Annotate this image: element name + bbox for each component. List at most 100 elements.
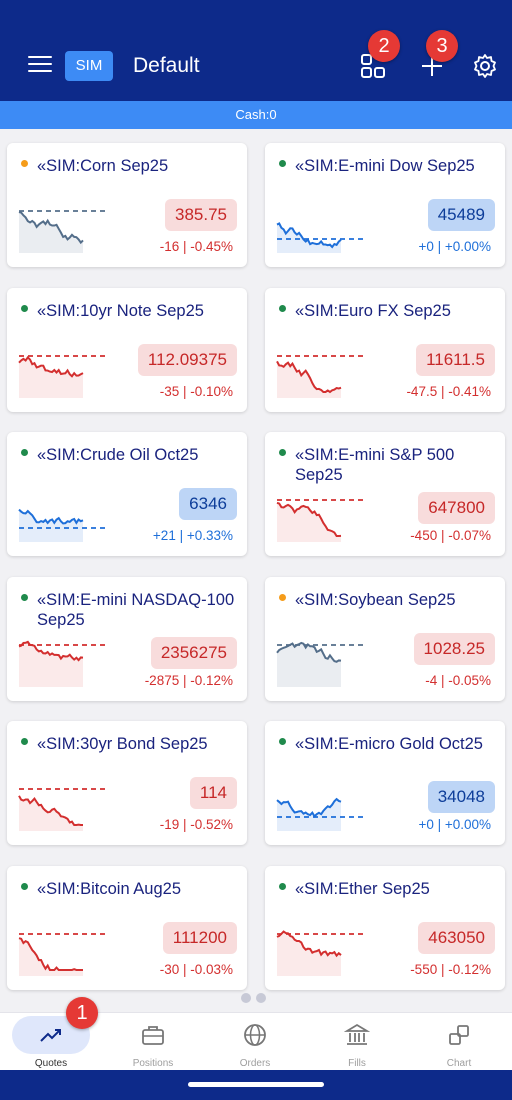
instrument-name: «SIM:Corn Sep25 (37, 157, 169, 175)
price-badge: 647800 (418, 492, 495, 524)
sparkline-chart (18, 932, 109, 976)
quote-card[interactable]: «SIM:Corn Sep25 385.75 -16 | -0.45% (7, 143, 247, 267)
sparkline-chart (276, 222, 367, 253)
sparkline-chart (276, 354, 367, 398)
instrument-name: «SIM:30yr Bond Sep25 (37, 735, 208, 753)
sparkline-chart (18, 508, 109, 542)
price-badge: 1028.25 (413, 632, 495, 665)
tab-quotes[interactable]: Quotes (0, 1013, 102, 1071)
bottom-navigation: Quotes Positions Orders Fills (0, 997, 512, 1071)
instrument-name: «SIM:Bitcoin Aug25 (37, 879, 182, 898)
instrument-name: «SIM:Crude Oil Oct25 (37, 446, 199, 464)
annotation-marker-1: 1 (66, 997, 98, 1029)
sparkline-chart (18, 788, 109, 831)
instrument-name: «SIM:10yr Note Sep25 (37, 301, 204, 320)
status-dot (21, 449, 28, 456)
tab-fills[interactable]: Fills (306, 1013, 408, 1071)
page-indicator-dot (241, 993, 251, 1003)
sparkline-area (277, 360, 341, 398)
instrument-name: «SIM:Euro FX Sep25 (295, 301, 451, 320)
quote-card[interactable]: «SIM:Ether Sep25 463050 -550 | -0.12% (265, 865, 505, 990)
cash-bar: Cash:0 (0, 101, 512, 129)
sparkline-area (277, 931, 341, 976)
quote-card[interactable]: «SIM:30yr Bond Sep25 114 -19 | -0.52% (7, 721, 247, 845)
price-change: -550 | -0.12% (410, 961, 491, 977)
sparkline-line (276, 222, 342, 249)
status-dot (279, 304, 286, 312)
price-badge: 2356275 (150, 636, 237, 669)
add-icon[interactable] (419, 53, 445, 79)
tab-label: Positions (132, 1058, 174, 1069)
tab-label: Quotes (34, 1058, 68, 1069)
layout-grid-icon[interactable] (360, 53, 386, 79)
sim-badge: SIM (65, 51, 113, 81)
instrument-name: «SIM:E-micro Gold Oct25 (295, 735, 483, 753)
sparkline-area (19, 509, 83, 542)
status-dot (21, 593, 28, 601)
bank-icon (344, 1023, 370, 1045)
sparkline-line (18, 355, 84, 378)
hamburger-menu-icon[interactable] (28, 56, 52, 76)
sparkline-line (18, 936, 83, 971)
price-change: +0 | +0.00% (418, 239, 491, 254)
quote-card[interactable]: «SIM:Euro FX Sep25 11611.5 -47.5 | -0.41% (265, 287, 505, 412)
status-dot (279, 593, 286, 601)
annotation-marker-2: 2 (368, 30, 400, 62)
sparkline-chart (18, 640, 109, 687)
sparkline-line (18, 211, 84, 245)
gear-icon[interactable] (472, 53, 498, 79)
instrument-name: «SIM:E-mini S&P 500 Sep25 (295, 446, 455, 484)
price-badge: 463050 (418, 921, 495, 954)
chart-squares-icon (449, 1025, 469, 1045)
status-dot (21, 304, 28, 312)
price-badge: 111200 (162, 921, 237, 954)
quote-card[interactable]: «SIM:E-mini NASDAQ-100 Sep25 2356275 -2875… (7, 576, 247, 701)
sparkline-chart (276, 797, 367, 831)
quote-card[interactable]: «SIM:E-micro Gold Oct25 34048 +0 | +0.00% (265, 721, 505, 845)
price-change: -450 | -0.07% (410, 528, 491, 543)
trending-up-icon (40, 1029, 61, 1042)
price-badge: 112.09375 (137, 343, 237, 376)
sparkline-chart (276, 929, 367, 976)
instrument-name: «SIM:E-mini Dow Sep25 (295, 157, 475, 175)
price-badge: 114 (189, 777, 237, 809)
instrument-name: «SIM:Ether Sep25 (295, 879, 430, 898)
status-dot (279, 738, 286, 745)
status-dot (21, 882, 28, 890)
sparkline-area (19, 356, 83, 398)
app-header: SIM Default 2 3 (0, 0, 512, 101)
instrument-name: «SIM:E-mini NASDAQ-100 Sep25 (37, 590, 235, 629)
price-change: -16 | -0.45% (159, 239, 233, 254)
quote-card[interactable]: «SIM:Bitcoin Aug25 111200 -30 | -0.03% (7, 865, 247, 990)
sparkline-chart (18, 210, 109, 253)
status-dot (21, 160, 28, 167)
sparkline-area (277, 642, 341, 687)
price-badge: 6346 (179, 488, 237, 520)
price-change: +0 | +0.00% (418, 817, 491, 832)
price-change: -4 | -0.05% (425, 672, 491, 688)
quote-card[interactable]: «SIM:E-mini S&P 500 Sep25 647800 -450 | -0… (265, 432, 505, 556)
tab-label: Chart (446, 1058, 472, 1069)
sparkline-line (18, 795, 83, 826)
price-change: +21 | +0.33% (152, 528, 233, 543)
home-indicator[interactable] (188, 1082, 324, 1087)
tab-label: Orders (239, 1058, 271, 1069)
sparkline-line (276, 360, 342, 393)
sparkline-line (276, 797, 342, 819)
tab-chart[interactable]: Chart (408, 1013, 510, 1071)
price-change: -2875 | -0.12% (144, 672, 233, 688)
tab-positions[interactable]: Positions (102, 1013, 204, 1071)
quote-card[interactable]: «SIM:E-mini Dow Sep25 45489 +0 | +0.00% (265, 143, 505, 267)
sparkline-line (276, 501, 342, 537)
quote-card[interactable]: «SIM:Crude Oil Oct25 6346 +21 | +0.33% (7, 432, 247, 556)
status-dot (21, 738, 28, 745)
tab-orders[interactable]: Orders (204, 1013, 306, 1071)
sparkline-area (277, 502, 341, 542)
price-badge: 11611.5 (416, 343, 495, 376)
price-change: -47.5 | -0.41% (406, 383, 491, 399)
quote-card[interactable]: «SIM:10yr Note Sep25 112.09375 -35 | -0.10… (7, 287, 247, 412)
sparkline-chart (276, 499, 367, 542)
sparkline-chart (18, 354, 109, 398)
page-title[interactable]: Default (133, 54, 200, 77)
quote-card[interactable]: «SIM:Soybean Sep25 1028.25 -4 | -0.05% (265, 576, 505, 701)
